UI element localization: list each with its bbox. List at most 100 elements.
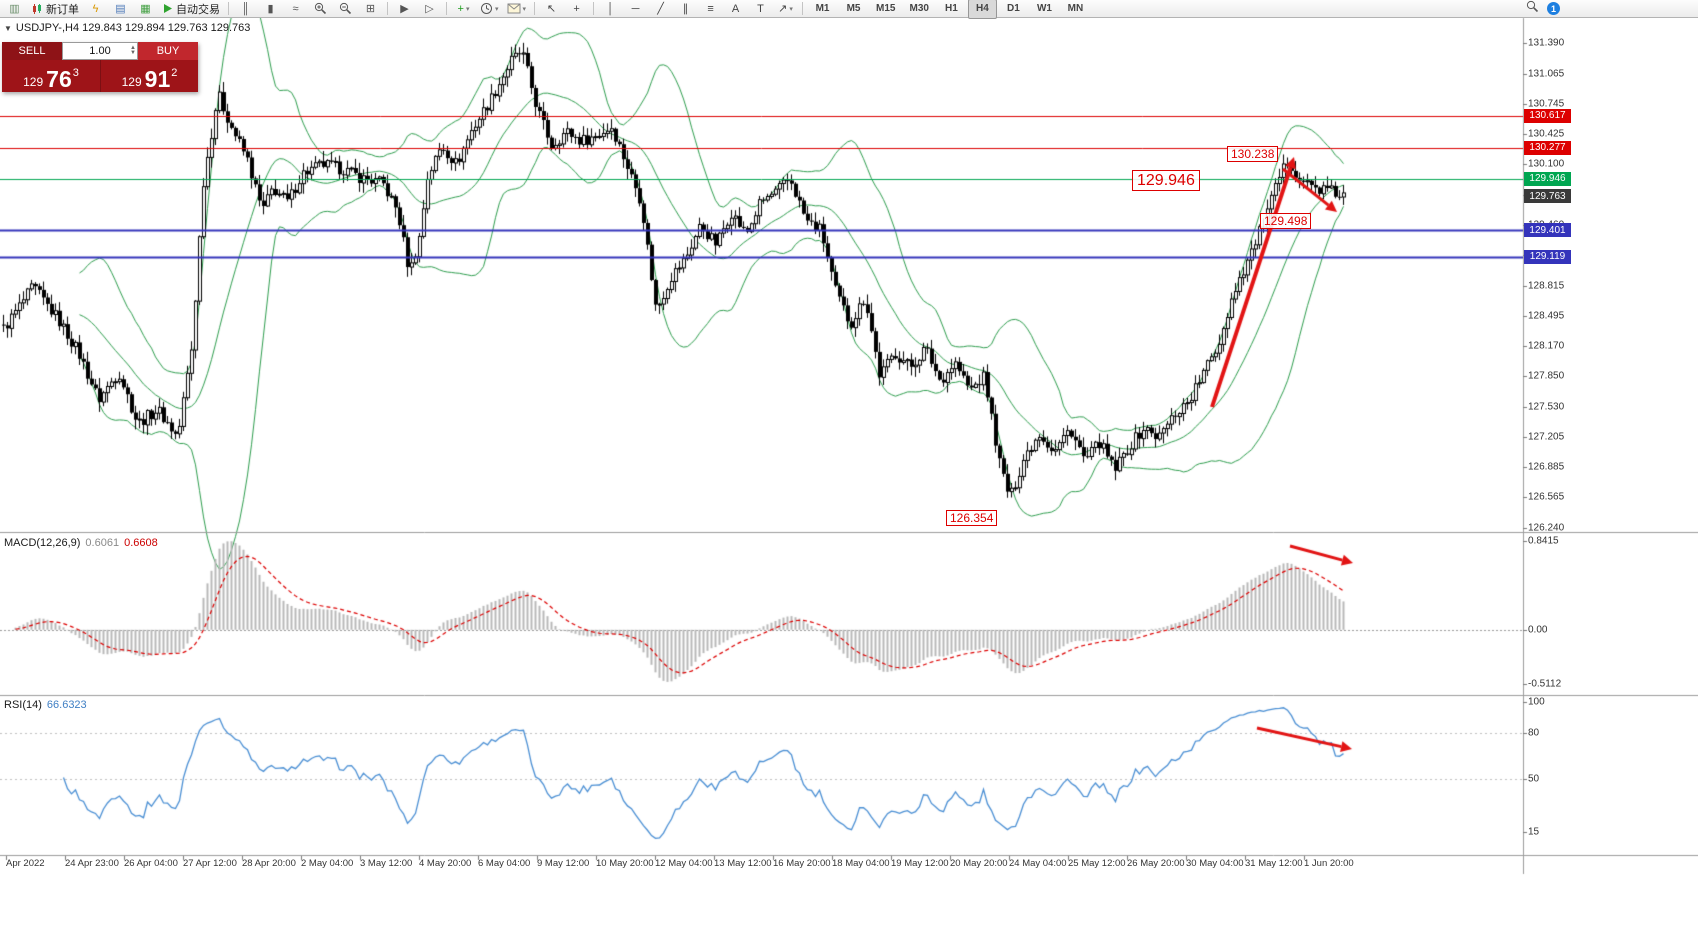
timeframe-w1-button[interactable]: W1 xyxy=(1036,3,1052,14)
bar-chart-mode-icon[interactable]: ║ xyxy=(241,2,250,15)
sell-button[interactable]: SELL xyxy=(2,42,62,60)
auto-scroll-icon[interactable]: ▶ xyxy=(400,3,409,15)
templates-icon[interactable]: ▾ xyxy=(504,0,530,18)
time-axis-label: 6 May 04:00 xyxy=(478,858,531,869)
chart-shift-icon[interactable]: ▷ xyxy=(425,3,434,15)
price-scale-label: 131.390 xyxy=(1528,37,1565,49)
timeframe-d1-button[interactable]: D1 xyxy=(1007,3,1020,14)
chart-ohlc-values: 129.843 129.894 129.763 129.763 xyxy=(82,22,251,34)
rsi-value: 66.6323 xyxy=(46,699,87,711)
ask-price-big: 91 xyxy=(144,66,171,93)
charts-window-icon[interactable]: ▥ xyxy=(9,3,20,15)
crosshair-icon[interactable]: + xyxy=(573,2,580,15)
price-line-tag[interactable]: 129.401 xyxy=(1524,223,1571,238)
chart-symbol-period: USDJPY-,H4 xyxy=(15,22,80,34)
price-scale-label: 128.495 xyxy=(1528,310,1565,322)
lot-decrement-icon[interactable]: ▼ xyxy=(130,50,136,56)
macd-title: MACD(12,26,9) 0.6061 0.6608 xyxy=(4,537,158,549)
time-axis-label: 27 Apr 12:00 xyxy=(183,858,237,869)
timeframe-m15-button[interactable]: M15 xyxy=(876,3,896,14)
line-chart-mode-icon[interactable]: ≈ xyxy=(292,2,299,15)
price-scale-label: 131.065 xyxy=(1528,68,1565,80)
price-line-tag[interactable]: 130.277 xyxy=(1524,140,1571,155)
price-scale-label: 130.100 xyxy=(1528,158,1565,170)
rsi-title: RSI(14) 66.6323 xyxy=(4,699,87,711)
autotrading-button[interactable]: 自动交易 xyxy=(159,0,223,18)
new-order-button[interactable]: 新订单 xyxy=(28,0,82,18)
lot-size-input[interactable]: 1.00 ▲ ▼ xyxy=(62,42,138,60)
price-annotation[interactable]: 126.354 xyxy=(946,510,998,526)
candlestick-mode-icon[interactable]: ▮ xyxy=(267,3,274,15)
trendline-icon[interactable]: ╱ xyxy=(657,3,664,15)
rsi-scale-label: 100 xyxy=(1528,696,1545,708)
one-click-trading-panel: SELL 1.00 ▲ ▼ BUY 129 76 3 129 91 2 xyxy=(2,42,198,92)
vertical-line-icon[interactable]: │ xyxy=(607,2,614,15)
timeframe-h1-button[interactable]: H1 xyxy=(945,3,958,14)
window-menu-icon[interactable]: ▼ xyxy=(4,24,12,33)
tile-windows-icon[interactable]: ⊞ xyxy=(365,3,376,15)
ask-price-button[interactable]: 129 91 2 xyxy=(100,60,198,92)
time-axis-label: 9 May 12:00 xyxy=(537,858,590,869)
timeframe-h4-button[interactable]: H4 xyxy=(967,0,997,19)
notification-badge[interactable]: 1 xyxy=(1547,2,1560,15)
time-axis-label: 3 May 12:00 xyxy=(360,858,413,869)
rsi-scale-label: 15 xyxy=(1528,826,1540,838)
toolbar-separator xyxy=(802,2,804,15)
arrows-tool-icon[interactable]: ↗ ▾ xyxy=(778,3,793,15)
bid-price-pipette: 3 xyxy=(72,67,79,79)
search-icon[interactable] xyxy=(1526,0,1539,18)
bid-price-button[interactable]: 129 76 3 xyxy=(2,60,100,92)
lot-size-value: 1.00 xyxy=(89,45,111,57)
price-annotation[interactable]: 129.498 xyxy=(1260,213,1312,229)
lot-spinner[interactable]: ▲ ▼ xyxy=(130,43,136,59)
fibonacci-icon[interactable]: ≡ xyxy=(707,2,714,15)
lot-increment-icon[interactable]: ▲ xyxy=(130,45,136,51)
price-line-tag[interactable]: 129.119 xyxy=(1524,249,1571,264)
price-scale-label: 126.885 xyxy=(1528,461,1565,473)
price-scale-label: 130.745 xyxy=(1528,98,1565,110)
price-line-tag[interactable]: 129.946 xyxy=(1524,171,1571,186)
label-tool-icon[interactable]: T xyxy=(757,2,764,15)
macd-scale-label: 0.00 xyxy=(1528,624,1548,636)
add-indicator-icon[interactable]: + ▾ xyxy=(457,2,470,15)
timeframe-m1-button[interactable]: M1 xyxy=(815,3,830,14)
time-axis-label: 25 May 12:00 xyxy=(1068,858,1126,869)
strategy-tester-icon[interactable]: ▦ xyxy=(140,3,151,15)
zoom-out-icon[interactable] xyxy=(334,0,357,18)
rsi-scale-label: 80 xyxy=(1528,727,1540,739)
timeframe-m5-button[interactable]: M5 xyxy=(846,3,861,14)
terminal-icon[interactable]: ▤ xyxy=(115,3,126,15)
time-axis-label: 1 Jun 20:00 xyxy=(1304,858,1354,869)
macd-scale-label: 0.8415 xyxy=(1528,535,1559,547)
time-axis-label: 12 May 04:00 xyxy=(655,858,713,869)
time-axis-label: 4 May 20:00 xyxy=(419,858,472,869)
time-axis-label: 24 Apr 23:00 xyxy=(65,858,119,869)
periods-icon[interactable]: ▾ xyxy=(477,0,502,18)
price-scale-label: 126.240 xyxy=(1528,522,1565,534)
channel-icon[interactable]: ∥ xyxy=(682,3,689,15)
price-annotation[interactable]: 130.238 xyxy=(1227,146,1279,162)
rsi-indicator-name: RSI(14) xyxy=(4,699,42,711)
buy-button[interactable]: BUY xyxy=(138,42,198,60)
time-axis-label: 18 May 04:00 xyxy=(832,858,890,869)
toolbar-separator xyxy=(534,2,536,15)
time-axis-label: 24 May 04:00 xyxy=(1009,858,1067,869)
cursor-icon[interactable]: ↖ xyxy=(546,3,557,15)
new-order-button-label: 新订单 xyxy=(46,3,79,16)
toolbar-separator xyxy=(446,2,447,15)
timeframe-m30-button[interactable]: M30 xyxy=(909,3,929,14)
time-axis-label: 16 May 20:00 xyxy=(773,858,831,869)
horizontal-line-icon[interactable]: ─ xyxy=(631,2,640,15)
metaeditor-icon[interactable]: ϟ xyxy=(92,2,99,15)
timeframe-mn-button[interactable]: MN xyxy=(1067,3,1084,14)
time-axis-label: 31 May 12:00 xyxy=(1245,858,1303,869)
zoom-in-icon[interactable] xyxy=(309,0,332,18)
price-line-tag[interactable]: 130.617 xyxy=(1524,108,1571,123)
toolbar-separator xyxy=(387,2,388,15)
price-annotation[interactable]: 129.946 xyxy=(1132,170,1200,191)
time-axis-label: Apr 2022 xyxy=(6,858,45,869)
text-tool-icon[interactable]: A xyxy=(731,2,740,15)
chart-title: ▼ USDJPY-,H4 129.843 129.894 129.763 129.… xyxy=(4,22,250,34)
